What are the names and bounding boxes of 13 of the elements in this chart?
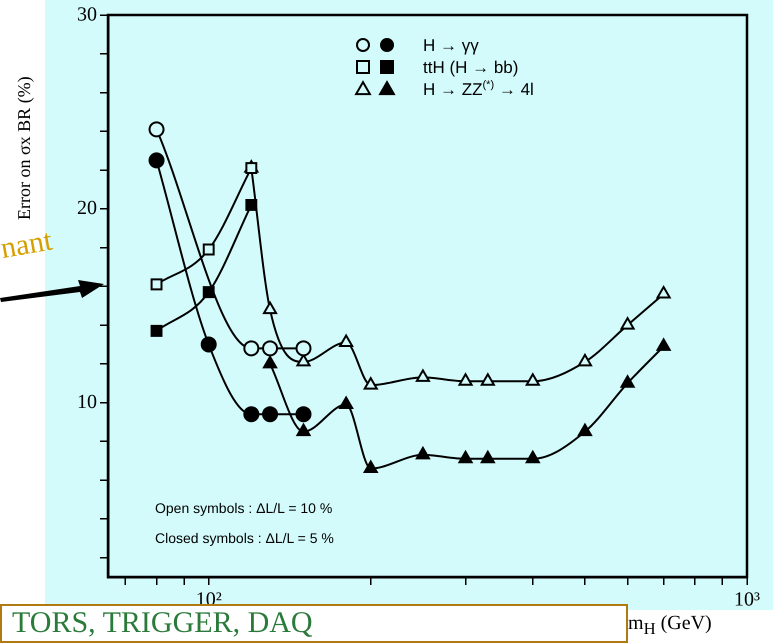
y-tick-label: 10 xyxy=(77,390,97,413)
y-tick-label: 20 xyxy=(77,197,97,220)
legend-label: ttH (H → bb) xyxy=(423,58,518,77)
text: nant xyxy=(0,224,55,266)
annotation: Closed symbols : ΔL/L = 5 % xyxy=(155,530,334,546)
legend-label: H → ZZ(*) → 4l xyxy=(423,79,534,99)
x-axis-title: m$_{H}$ (GeV) xyxy=(628,612,712,639)
y-tick-label: 30 xyxy=(77,3,97,26)
y-axis-title: Error on σx BR (%) xyxy=(14,76,34,220)
text: TORS, TRIGGER, DAQ xyxy=(12,606,313,640)
x-tick-label: 10³ xyxy=(734,588,760,610)
annotation: Open symbols : ΔL/L = 10 % xyxy=(155,500,332,516)
legend-label: H → γγ xyxy=(423,36,480,55)
